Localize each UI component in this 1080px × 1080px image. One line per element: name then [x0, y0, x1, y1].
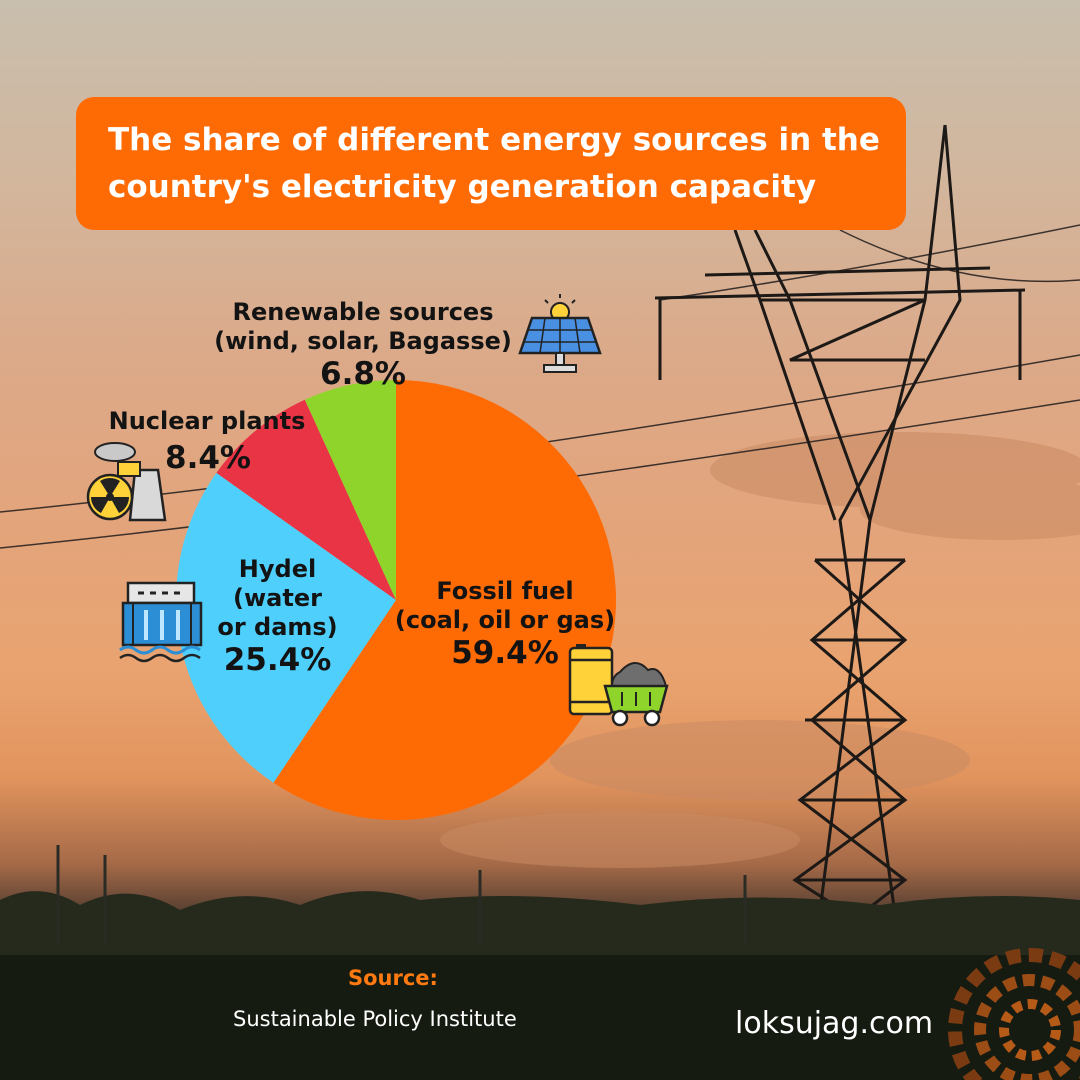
- label-renewable-name-1: Renewable sources: [232, 298, 494, 326]
- distant-poles: [56, 845, 747, 945]
- label-fossil-value: 59.4%: [451, 635, 559, 671]
- label-hydel-name-2: (water: [233, 584, 322, 612]
- label-nuclear-value-box: 8.4%: [158, 440, 258, 476]
- label-nuclear: Nuclear plants: [97, 407, 317, 436]
- label-nuclear-name: Nuclear plants: [108, 407, 306, 435]
- source-name: Sustainable Policy Institute: [233, 1007, 517, 1031]
- pie-slice-hydel: [175, 472, 396, 783]
- horizon-treeline: [0, 891, 1080, 960]
- label-hydel-name-3: or dams): [217, 613, 338, 641]
- label-renewable: Renewable sources (wind, solar, Bagasse)…: [198, 298, 528, 392]
- chart-title: The share of different energy sources in…: [108, 122, 880, 205]
- title-banner: The share of different energy sources in…: [76, 97, 906, 230]
- pie-slice-nuclear: [216, 399, 396, 600]
- field: [0, 955, 1080, 1080]
- oil-barrel-and-coal-cart-icon: [568, 644, 669, 727]
- brand-link[interactable]: loksujag.com: [735, 1006, 934, 1041]
- hydro-dam-icon: [119, 581, 203, 663]
- solar-panel-icon: [518, 294, 602, 373]
- label-renewable-value: 6.8%: [320, 356, 406, 392]
- label-fossil: Fossil fuel (coal, oil or gas) 59.4%: [385, 577, 625, 671]
- nuclear-plant-icon: [86, 442, 167, 522]
- pylon-icon: [654, 124, 1026, 952]
- logo-swirl-icon: [948, 948, 1080, 1080]
- label-hydel-value: 25.4%: [223, 642, 332, 678]
- label-hydel: Hydel (water or dams) 25.4%: [200, 555, 355, 678]
- label-fossil-name-1: Fossil fuel: [436, 577, 574, 605]
- source-heading: Source:: [348, 966, 438, 990]
- label-nuclear-value: 8.4%: [165, 440, 251, 476]
- label-fossil-name-2: (coal, oil or gas): [394, 606, 616, 634]
- pie-slice-fossil: [273, 380, 616, 820]
- pie-slice-renewable: [304, 379, 396, 600]
- label-renewable-name-2: (wind, solar, Bagasse): [214, 327, 512, 355]
- label-hydel-name-1: Hydel: [238, 555, 317, 583]
